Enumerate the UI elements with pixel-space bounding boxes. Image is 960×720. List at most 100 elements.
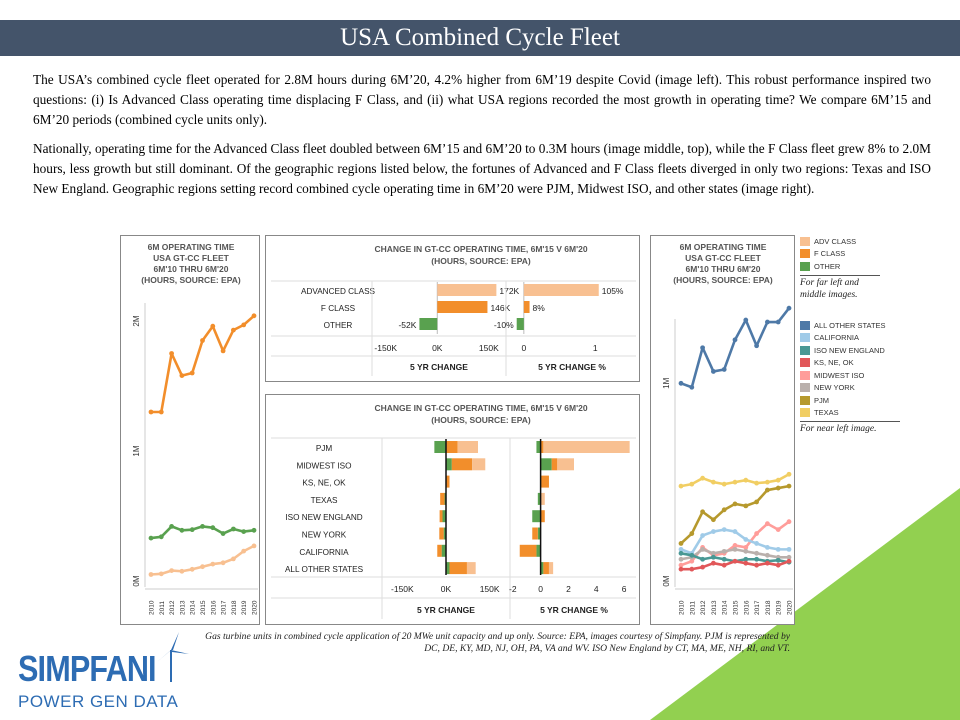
bar-segment [466,562,476,575]
x-axis-title: 5 YR CHANGE % [538,362,606,372]
data-point [148,409,154,415]
bar-segment [439,527,444,540]
data-point [711,369,716,374]
category-label: F CLASS [321,304,356,313]
region-legend-label: KS, NE, OK [814,358,854,368]
bar-segment [532,510,541,523]
y-tick-label: 0M [662,575,671,586]
data-point [200,338,205,343]
data-point [775,557,781,563]
x-tick-label: 2016 [743,600,750,615]
data-label: -10% [494,320,514,330]
data-point [251,543,257,549]
x-tick-label: 150K [480,584,500,594]
bar-segment [540,441,544,453]
y-tick-label: 1M [132,445,141,456]
data-point [775,546,781,552]
data-point [241,529,247,534]
bar [437,284,497,296]
data-point [678,550,684,556]
x-tick-label: 6 [622,584,627,594]
data-label: 8% [533,303,546,313]
y-tick-label: 2M [132,315,141,326]
region-legend-label: PJM [814,395,829,405]
series-line [150,544,255,576]
data-point [231,327,236,333]
chart-title-line: (HOURS, SOURCE: EPA) [431,415,531,425]
region-legend-item: TEXAS [800,407,910,420]
data-point [700,509,705,515]
region-legend-swatch [800,383,810,393]
x-tick-label: 2014 [190,600,197,615]
data-point [210,323,216,329]
data-point [743,544,749,550]
data-point [220,531,226,536]
chart-title-line: USA GT-CC FLEET [685,253,762,263]
data-point [743,560,749,566]
data-point [220,560,226,566]
bar-segment [519,544,537,557]
region-legend-label: CALIFORNIA [814,333,860,343]
simpfani-logo: SIMPFANI POWER GEN DATA [18,632,189,715]
bar-segment [540,492,545,505]
bar-segment [446,562,450,575]
class-legend-item: F CLASS [800,248,910,261]
x-tick-label: 2018 [231,600,238,615]
data-point [231,526,236,532]
logo-name: SIMPFANI [18,648,157,689]
data-point [689,566,695,572]
data-point [743,317,749,323]
data-point [765,544,770,550]
bar [523,284,599,296]
bar-segment [543,562,549,575]
bar-segment [434,441,446,453]
data-point [231,556,236,562]
x-axis-title: 5 YR CHANGE [417,605,475,615]
data-point [721,481,727,487]
footnote: Gas turbine units in combined cycle appl… [205,631,790,654]
chart-title-line: 6M OPERATING TIME [148,242,235,252]
x-tick-label: 2020 [252,600,259,615]
bar-segment [548,562,554,575]
bar-segment [440,492,445,505]
data-point [765,552,770,558]
intro-paragraph: The USA’s combined cycle fleet operated … [33,72,931,127]
data-point [775,527,781,532]
data-point [158,534,164,540]
region-legend-swatch [800,333,810,343]
data-point [754,499,759,505]
category-label: MIDWEST ISO [297,461,352,470]
region-legend-label: MIDWEST ISO [814,370,865,380]
data-point [210,561,216,567]
data-point [765,521,770,527]
data-point [179,527,185,533]
x-tick-label: 0K [441,584,452,594]
bar-segment [532,527,538,540]
y-tick-label: 0M [132,575,141,586]
category-label: NEW YORK [302,531,347,540]
class-change-bar-chart: CHANGE IN GT-CC OPERATING TIME, 6M'15 V … [265,235,640,382]
data-point [754,343,759,349]
category-label: CALIFORNIA [299,548,349,557]
data-point [765,479,770,485]
x-tick-label: 0 [521,343,526,353]
region-legend-label: ISO NEW ENGLAND [814,345,885,355]
data-point [678,562,684,568]
fleet-line-chart: 6M OPERATING TIME USA GT-CC FLEET 6M'10 TH… [120,235,260,625]
class-legend-note: For far left and middle images. [800,274,880,301]
chart-title-line: (HOURS, SOURCE: EPA) [431,256,531,266]
data-point [721,367,727,372]
data-point [786,554,792,560]
data-point [721,562,727,568]
category-label: ADVANCED CLASS [301,287,376,296]
bar-segment [540,475,549,488]
data-point [765,319,770,325]
data-point [765,487,770,493]
data-point [189,370,195,376]
data-point [711,479,716,485]
x-axis-title: 5 YR CHANGE % [540,605,608,615]
data-point [743,503,749,509]
data-point [721,507,727,513]
logo-subtitle: POWER GEN DATA [18,692,179,711]
